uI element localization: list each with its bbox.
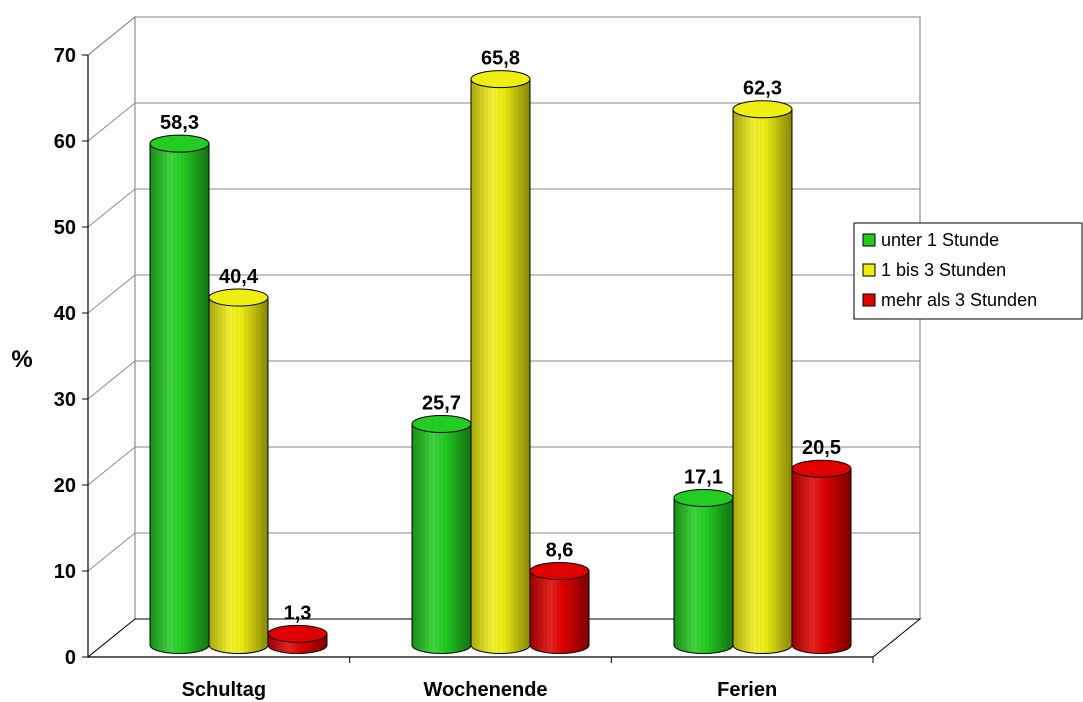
bar-body (149, 143, 210, 654)
bar-body (791, 468, 852, 654)
gridline (87, 102, 136, 142)
bar-ferien-2 (791, 459, 852, 654)
data-label: 1,3 (284, 602, 312, 624)
bar-body (732, 108, 793, 654)
x-tick-label: Wochenende (423, 679, 547, 701)
y-axis-label: % (11, 346, 32, 373)
data-label: 25,7 (422, 392, 461, 414)
gridline (87, 360, 136, 400)
legend: unter 1 Stunde 1 bis 3 Stunden mehr als 3 … (853, 222, 1083, 320)
y-tick-label: 0 (65, 647, 76, 669)
bar-top (470, 70, 531, 89)
y-tick-label: 40 (54, 303, 76, 325)
y-tick-label: 60 (54, 131, 76, 153)
bar-ferien-0 (673, 488, 734, 654)
bars (149, 70, 852, 654)
x-tick-label: Ferien (717, 679, 777, 701)
data-label: 62,3 (743, 78, 782, 100)
bar-wochenende-0 (411, 414, 472, 654)
y-tick-label: 20 (54, 475, 76, 497)
gridline (87, 532, 136, 572)
legend-entry: 1 bis 3 Stunden (881, 260, 1006, 280)
bar-body (411, 423, 472, 654)
legend-swatch (862, 293, 876, 307)
bar-top (732, 100, 793, 119)
bar-schultag-1 (208, 288, 269, 654)
bar-top (673, 488, 734, 507)
bar-body (529, 570, 590, 654)
legend-box (853, 222, 1083, 320)
gridline (87, 188, 136, 228)
bar-body (673, 497, 734, 654)
data-label: 20,5 (802, 437, 841, 459)
bar-top (208, 288, 269, 307)
gridline (87, 446, 136, 486)
bar-top (411, 414, 472, 433)
bar-ferien-1 (732, 100, 793, 654)
legend-entry: mehr als 3 Stunden (881, 290, 1037, 310)
legend-swatch (862, 233, 876, 247)
data-labels: 58,3 40,4 1,3 25,7 65,8 8,6 17,1 62,3 20,5 (160, 48, 841, 625)
data-label: 40,4 (219, 266, 259, 288)
data-label: 8,6 (546, 540, 574, 562)
data-label: 65,8 (481, 48, 520, 70)
bar-body (208, 297, 269, 654)
data-label: 17,1 (684, 466, 723, 488)
bar-schultag-2 (267, 624, 328, 654)
bar-wochenende-2 (529, 562, 590, 654)
y-tick-label: 70 (54, 45, 76, 67)
legend-swatch (862, 263, 876, 277)
axes: 0 10 20 30 40 50 60 70% Schultag Wochenende Ferien (11, 45, 874, 701)
bar-top (791, 459, 852, 478)
x-tick-label: Schultag (182, 679, 266, 701)
bar-top (529, 562, 590, 581)
y-tick-label: 10 (54, 561, 76, 583)
bar-top (149, 134, 210, 153)
bar-wochenende-1 (470, 70, 531, 654)
gridline (87, 274, 136, 314)
data-label: 58,3 (160, 112, 199, 134)
bar-body (470, 78, 531, 654)
y-tick-label: 30 (54, 389, 76, 411)
gridline (87, 16, 136, 56)
y-tick-label: 50 (54, 217, 76, 239)
bar-schultag-0 (149, 134, 210, 654)
legend-entry: unter 1 Stunde (881, 230, 999, 250)
bar-top (267, 624, 328, 643)
side-wall (87, 15, 136, 659)
